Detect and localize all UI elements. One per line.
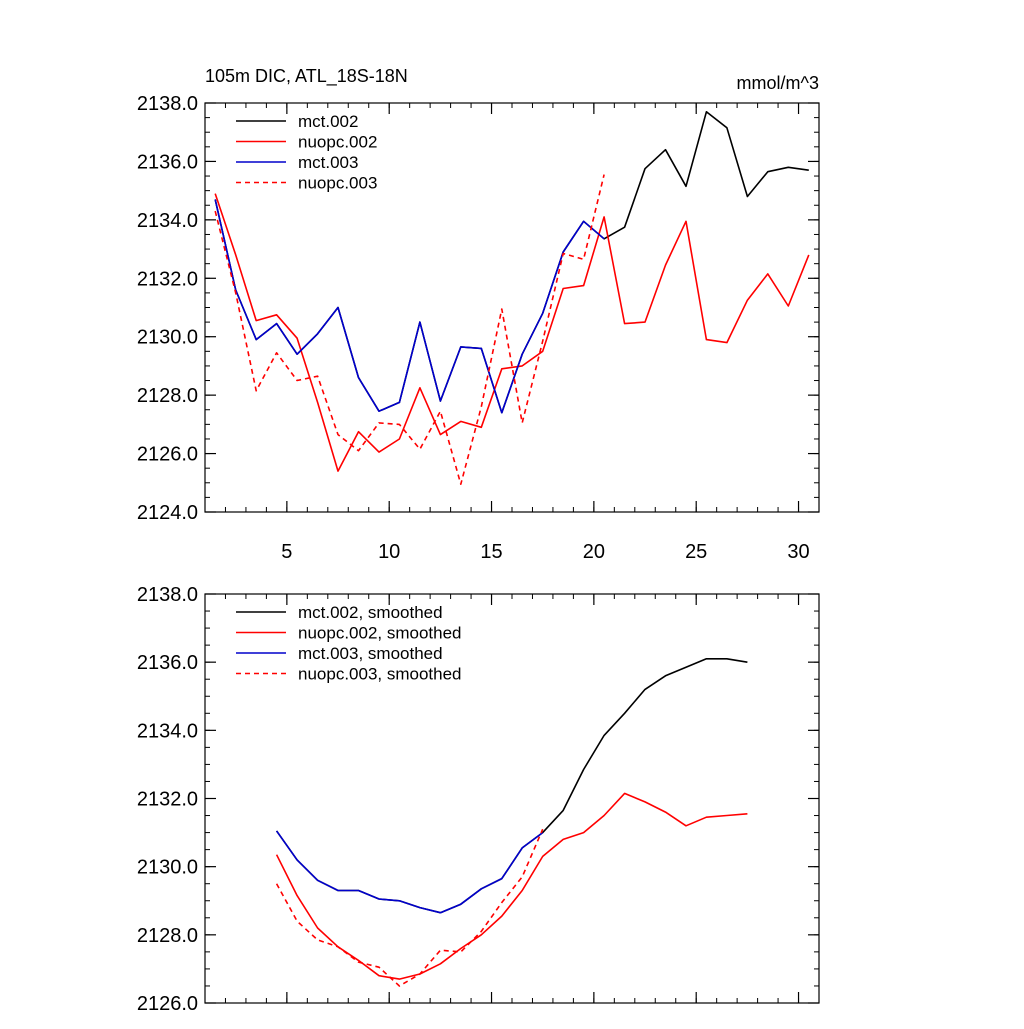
x-tick-label: 10 (378, 541, 400, 563)
series-line-nuopc-002 (214, 193, 810, 472)
y-tick-label: 2136.0 (137, 151, 198, 173)
series-line-nuopc-003 (214, 174, 605, 486)
y-tick-label: 2124.0 (137, 502, 198, 524)
y-tick-label: 2130.0 (137, 857, 198, 879)
series-line-mct-003-smoothed (275, 830, 544, 914)
y-tick-label: 2128.0 (137, 925, 198, 947)
chart-title: 105m DIC, ATL_18S-18N (205, 66, 408, 87)
y-tick-label: 2132.0 (137, 268, 198, 290)
x-tick-label: 30 (787, 541, 809, 563)
legend-label: mct.003, smoothed (298, 644, 443, 663)
y-tick-label: 2136.0 (137, 652, 198, 674)
units-label: mmol/m^3 (737, 73, 819, 93)
y-tick-label: 2126.0 (137, 444, 198, 466)
y-tick-label: 2138.0 (137, 584, 198, 606)
x-tick-label: 25 (685, 541, 707, 563)
series-line-nuopc-002-smoothed (275, 792, 748, 980)
legend-label: mct.002 (298, 112, 358, 131)
legend-label: mct.003 (298, 153, 358, 172)
y-tick-label: 2130.0 (137, 327, 198, 349)
x-tick-label: 5 (281, 541, 292, 563)
chart-panel-1: 5 10 15 20 25 30 2124.0 2126.0 2128.0 2130.0 2132.… (137, 66, 820, 563)
series-line-mct-002-smoothed (275, 657, 748, 914)
y-tick-label: 2132.0 (137, 789, 198, 811)
legend-label: mct.002, smoothed (298, 603, 443, 622)
chart-panel-2: 2126.0 2128.0 2130.0 2132.0 2134.0 2136.0 2138… (137, 584, 820, 1015)
x-tick-label: 15 (480, 541, 502, 563)
x-tick-label: 20 (583, 541, 605, 563)
legend-label: nuopc.003, smoothed (298, 665, 462, 684)
legend-label: nuopc.003 (298, 174, 377, 193)
series-line-mct-003 (214, 199, 605, 414)
y-tick-label: 2128.0 (137, 385, 198, 407)
legend-label: nuopc.002, smoothed (298, 624, 462, 643)
y-tick-label: 2134.0 (137, 210, 198, 232)
y-tick-label: 2134.0 (137, 720, 198, 742)
y-tick-label: 2126.0 (137, 993, 198, 1015)
y-tick-label: 2138.0 (137, 93, 198, 115)
series-line-nuopc-003-smoothed (275, 828, 544, 987)
legend-label: nuopc.002 (298, 133, 377, 152)
